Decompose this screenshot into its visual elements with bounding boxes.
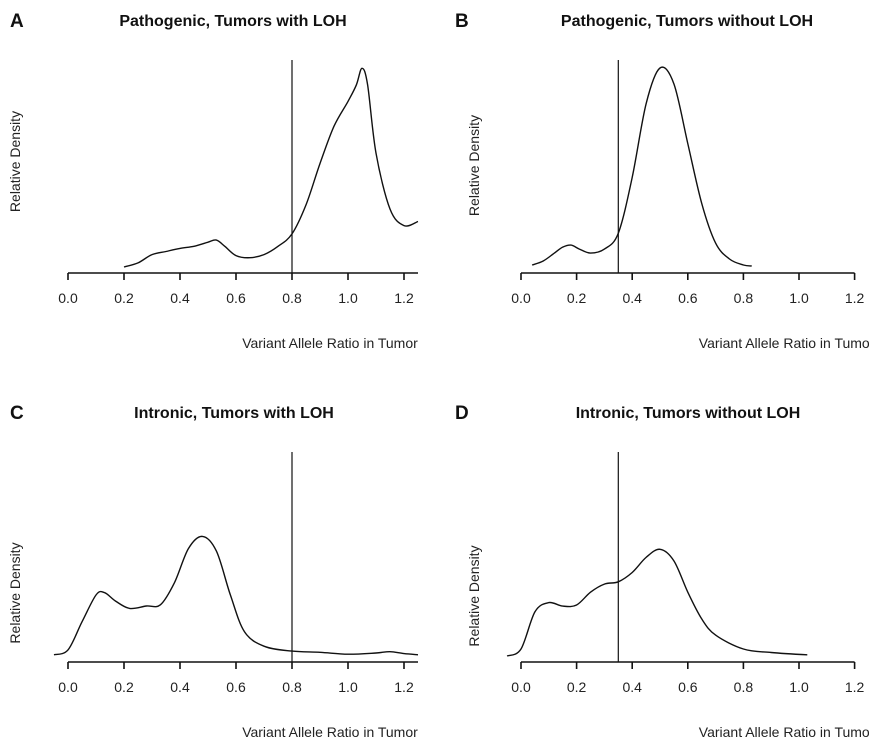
x-tick-label: 1.2 (845, 290, 865, 306)
y-axis-label: Relative Density (7, 111, 23, 212)
panel-letter: B (455, 11, 469, 32)
x-tick-label: 0.4 (170, 679, 190, 695)
x-tick-label: 1.0 (789, 290, 809, 306)
x-tick-label: 0.6 (678, 679, 698, 695)
chart-title: Pathogenic, Tumors without LOH (561, 13, 813, 30)
chart-title: Intronic, Tumors without LOH (576, 405, 801, 422)
x-tick-label: 0.8 (282, 290, 302, 306)
x-tick-label: 0.2 (114, 679, 134, 695)
x-tick-label: 1.2 (394, 679, 414, 695)
x-tick-label: 0.4 (170, 290, 190, 306)
panel-letter: A (10, 11, 24, 32)
x-tick-label: 0.6 (226, 679, 246, 695)
x-tick-label: 1.0 (338, 679, 358, 695)
panel-a: A Pathogenic, Tumors with LOH Relative Den… (7, 11, 419, 351)
x-tick-label: 0.0 (58, 290, 78, 306)
x-tick-label: 0.8 (282, 679, 302, 695)
y-axis-label: Relative Density (466, 115, 482, 216)
chart-title: Pathogenic, Tumors with LOH (119, 13, 346, 30)
x-tick-label: 1.0 (338, 290, 358, 306)
density-curve (53, 535, 419, 656)
panel-letter: D (455, 403, 469, 424)
panel-letter: C (10, 403, 24, 424)
x-tick-label: 1.2 (845, 679, 865, 695)
x-tick-label: 0.4 (622, 290, 642, 306)
x-tick-label: 1.2 (394, 290, 414, 306)
x-tick-label: 0.8 (734, 290, 754, 306)
x-tick-label: 0.6 (678, 290, 698, 306)
x-axis-label: Variant Allele Ratio in Tumor (699, 335, 869, 351)
x-axis-label: Variant Allele Ratio in Tumor (242, 724, 418, 740)
x-tick-label: 0.4 (622, 679, 642, 695)
x-axis-label: Variant Allele Ratio in Tumor (242, 335, 418, 351)
x-tick-label: 1.0 (789, 679, 809, 695)
y-axis-label: Relative Density (466, 545, 482, 646)
x-tick-label: 0.0 (511, 290, 531, 306)
chart-title: Intronic, Tumors with LOH (134, 405, 334, 422)
x-tick-label: 0.0 (58, 679, 78, 695)
y-axis-label: Relative Density (7, 542, 23, 643)
x-tick-label: 0.8 (734, 679, 754, 695)
density-curve (506, 548, 808, 657)
x-tick-label: 0.0 (511, 679, 531, 695)
panel-b: B Pathogenic, Tumors without LOH Relative … (455, 11, 869, 351)
x-axis-label: Variant Allele Ratio in Tumor (699, 724, 869, 740)
panel-d: D Intronic, Tumors without LOH Relative De… (455, 403, 869, 740)
x-tick-label: 0.2 (567, 679, 587, 695)
density-curve (531, 66, 752, 267)
x-tick-label: 0.2 (567, 290, 587, 306)
x-tick-label: 0.6 (226, 290, 246, 306)
density-curve (123, 67, 419, 268)
panel-c: C Intronic, Tumors with LOH Relative Densi… (7, 403, 418, 740)
x-tick-label: 0.2 (114, 290, 134, 306)
